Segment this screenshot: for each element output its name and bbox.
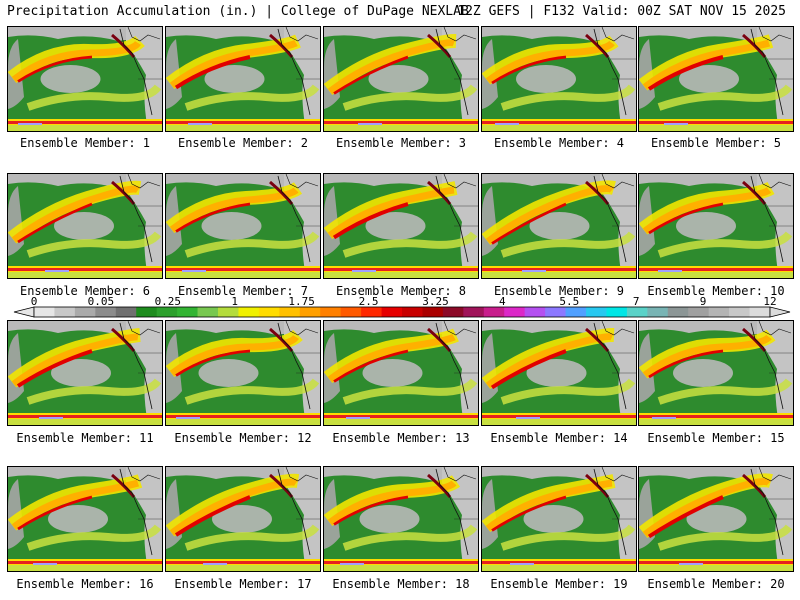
legend-color-bin [34,307,55,317]
ensemble-member-map [165,26,321,132]
ensemble-member-caption: Ensemble Member: 4 [493,136,625,150]
ensemble-member-map [481,466,637,572]
ensemble-member-map [481,173,637,279]
ensemble-member-caption: Ensemble Member: 17 [174,577,312,591]
ensemble-member-map [165,466,321,572]
ensemble-member-map [638,26,794,132]
legend-tick-label: 1 [231,295,239,308]
legend-color-bin [320,307,342,317]
legend-color-bin [238,307,260,317]
legend-tick-label: 0.25 [154,295,182,308]
legend-color-bin [606,307,628,317]
legend-color-bin [422,307,444,317]
ensemble-member-map [638,173,794,279]
legend-tick-label: 1.75 [288,295,315,308]
legend-color-bin [626,307,648,317]
legend-color-bin [688,307,710,317]
legend-color-bin [749,307,771,317]
legend-tick-label: 4 [499,295,506,308]
legend-tick-label: 0 [30,295,38,308]
legend-color-bin [197,307,219,317]
run-valid-time: 12Z GEFS | F132 Valid: 00Z SAT NOV 15 20… [457,4,786,19]
legend-tick-label: 7 [632,295,640,308]
legend-color-bin [463,307,485,317]
ensemble-member-caption: Ensemble Member: 19 [490,577,628,591]
legend-color-bin [402,307,423,317]
legend-color-bin [299,307,321,317]
legend-color-bin [667,307,689,317]
legend-color-bin [647,307,669,317]
ensemble-member-map [165,320,321,426]
ensemble-member-map [323,26,479,132]
ensemble-member-caption: Ensemble Member: 7 [177,284,309,298]
ensemble-member-caption: Ensemble Member: 6 [19,284,151,298]
legend-color-bin [115,307,137,317]
legend-tick-label: 5.5 [559,295,580,308]
legend-tick-label: 3.25 [422,295,449,308]
header-bar: Precipitation Accumulation (in.) | Colle… [0,0,800,24]
ensemble-member-caption: Ensemble Member: 9 [493,284,625,298]
color-scale-legend: 0 0.05 0.25 1 1.75 2.5 3.25 4 5.5 7 9 12 [0,296,800,318]
ensemble-member-map [7,320,163,426]
ensemble-member-map [638,466,794,572]
ensemble-member-caption: Ensemble Member: 3 [335,136,467,150]
legend-color-bin [258,307,280,317]
legend-color-bin [483,307,505,317]
legend-color-bin [218,307,239,317]
ensemble-member-caption: Ensemble Member: 18 [332,577,470,591]
product-title: Precipitation Accumulation (in.) | Colle… [7,4,469,19]
ensemble-member-map [165,173,321,279]
ensemble-member-map [481,26,637,132]
legend-color-bin [729,307,750,317]
legend-color-bin [340,307,362,317]
legend-color-bin [565,307,587,317]
ensemble-member-map [481,320,637,426]
legend-color-bin [279,307,301,317]
legend-color-bin [545,307,566,317]
legend-color-bin [361,307,382,317]
legend-color-bin [381,307,403,317]
ensemble-member-caption: Ensemble Member: 2 [177,136,309,150]
legend-tick-label: 12 [763,295,777,308]
ensemble-member-caption: Ensemble Member: 1 [19,136,151,150]
legend-color-bar [13,306,791,318]
legend-color-bin [524,307,546,317]
ensemble-member-caption: Ensemble Member: 12 [174,431,312,445]
ensemble-member-map [7,26,163,132]
ensemble-member-map [323,173,479,279]
legend-color-bin [504,307,526,317]
ensemble-member-caption: Ensemble Member: 20 [647,577,785,591]
legend-tick-label: 9 [699,295,707,308]
legend-tick-label: 2.5 [358,295,379,308]
ensemble-member-map [7,466,163,572]
legend-tick-label: 0.05 [87,295,115,308]
legend-min-arrow [13,306,35,318]
legend-color-bin [54,307,76,317]
ensemble-member-caption: Ensemble Member: 10 [647,284,785,298]
legend-color-bin [708,307,730,317]
ensemble-member-map [323,320,479,426]
ensemble-member-caption: Ensemble Member: 16 [16,577,154,591]
ensemble-member-map [7,173,163,279]
ensemble-member-caption: Ensemble Member: 15 [647,431,785,445]
legend-color-bin [156,307,178,317]
ensemble-member-caption: Ensemble Member: 13 [332,431,470,445]
legend-color-bin [586,307,607,317]
ensemble-member-caption: Ensemble Member: 14 [490,431,628,445]
ensemble-member-map [638,320,794,426]
legend-color-bin [95,307,117,317]
legend-max-arrow [769,306,791,318]
ensemble-member-map [323,466,479,572]
legend-color-bin [74,307,96,317]
ensemble-member-caption: Ensemble Member: 5 [650,136,782,150]
legend-color-bin [177,307,198,317]
legend-color-bin [136,307,158,317]
ensemble-member-caption: Ensemble Member: 11 [16,431,154,445]
legend-color-bin [442,307,464,317]
ensemble-member-caption: Ensemble Member: 8 [335,284,467,298]
